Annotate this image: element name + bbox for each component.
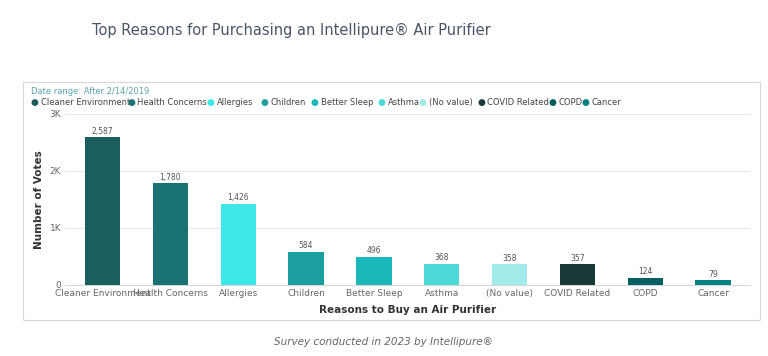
Y-axis label: Number of Votes: Number of Votes <box>34 150 44 249</box>
Text: Date range: After 2/14/2019: Date range: After 2/14/2019 <box>31 87 149 96</box>
Bar <box>424 264 459 285</box>
Text: ●: ● <box>207 98 214 107</box>
Text: Health Concerns: Health Concerns <box>137 98 207 107</box>
Text: 368: 368 <box>435 253 449 262</box>
Text: ●: ● <box>260 98 269 107</box>
Text: ●: ● <box>581 98 589 107</box>
Text: Children: Children <box>271 98 306 107</box>
Text: 584: 584 <box>299 241 313 250</box>
Text: Top Reasons for Purchasing an Intellipure® Air Purifier: Top Reasons for Purchasing an Intellipur… <box>92 23 492 38</box>
Text: 124: 124 <box>638 267 652 276</box>
Text: Better Sleep: Better Sleep <box>321 98 373 107</box>
Text: ●: ● <box>310 98 319 107</box>
Text: ●: ● <box>477 98 485 107</box>
Text: COPD: COPD <box>558 98 582 107</box>
Bar <box>85 137 121 285</box>
X-axis label: Reasons to Buy an Air Purifier: Reasons to Buy an Air Purifier <box>319 305 496 315</box>
Bar <box>560 265 595 285</box>
Text: 358: 358 <box>502 254 517 263</box>
Bar <box>153 183 188 285</box>
Bar <box>695 280 730 285</box>
Text: ●: ● <box>419 98 427 107</box>
Text: Asthma: Asthma <box>387 98 419 107</box>
Text: 1,426: 1,426 <box>227 193 249 202</box>
Bar <box>492 265 527 285</box>
Text: (No value): (No value) <box>429 98 472 107</box>
Text: ●: ● <box>378 98 386 107</box>
Text: 2,587: 2,587 <box>91 127 114 136</box>
Text: ●: ● <box>127 98 135 107</box>
Text: 1,780: 1,780 <box>160 173 181 182</box>
Bar <box>289 252 323 285</box>
Text: Survey conducted in 2023 by Intellipure®: Survey conducted in 2023 by Intellipure® <box>274 337 494 347</box>
Text: Cleaner Environment: Cleaner Environment <box>41 98 130 107</box>
Text: ●: ● <box>548 98 556 107</box>
Bar <box>220 204 256 285</box>
Text: COVID Related: COVID Related <box>488 98 549 107</box>
Text: Allergies: Allergies <box>217 98 253 107</box>
Text: ●: ● <box>31 98 38 107</box>
Text: 357: 357 <box>570 254 584 263</box>
Bar <box>356 257 392 285</box>
Bar <box>627 278 663 285</box>
Text: Cancer: Cancer <box>591 98 621 107</box>
Text: 79: 79 <box>708 269 718 279</box>
Text: 496: 496 <box>366 246 381 255</box>
